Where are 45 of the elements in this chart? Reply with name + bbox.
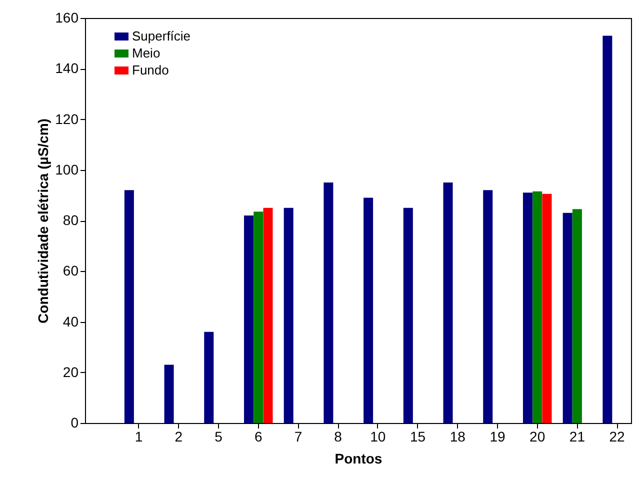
y-tick-label: 40	[62, 313, 79, 330]
bar	[364, 198, 374, 423]
x-tick-label: 18	[450, 428, 466, 444]
x-tick-label: 20	[530, 428, 546, 444]
y-tick-label: 80	[62, 212, 79, 228]
bar	[204, 332, 214, 423]
x-tick-label: 8	[334, 428, 342, 444]
y-tick-label: 20	[62, 364, 79, 380]
bar	[532, 191, 542, 423]
x-tick-label: 10	[370, 428, 386, 444]
bar	[324, 182, 334, 423]
x-axis-title: Pontos	[334, 450, 382, 466]
x-tick-label: 1	[134, 428, 143, 444]
x-tick-label: 6	[254, 428, 262, 444]
bar	[284, 208, 294, 423]
bar	[403, 208, 413, 423]
legend-label: Superfície	[132, 28, 191, 44]
x-tick-label: 22	[609, 428, 626, 444]
bar	[244, 215, 254, 423]
y-tick-label: 160	[55, 10, 79, 26]
y-tick-label: 120	[55, 110, 79, 127]
bar	[164, 364, 174, 423]
x-tick-label: 15	[410, 428, 426, 444]
y-tick-label: 100	[55, 161, 79, 178]
bar	[542, 194, 552, 423]
x-tick-label: 7	[294, 428, 302, 444]
y-axis-title: Condutividade elétrica (µS/cm)	[35, 118, 52, 324]
x-tick-label: 2	[174, 428, 183, 444]
bar	[562, 212, 572, 423]
bar	[572, 209, 582, 423]
bar	[254, 212, 264, 423]
bar	[443, 182, 453, 423]
bar	[124, 190, 134, 423]
legend-label: Fundo	[132, 62, 169, 78]
y-tick-label: 140	[55, 60, 79, 76]
y-tick-label: 60	[62, 262, 79, 279]
x-tick-label: 21	[569, 428, 586, 444]
bar	[263, 208, 273, 423]
x-tick-label: 19	[490, 428, 506, 444]
x-tick-label: 5	[214, 428, 223, 444]
bar	[602, 36, 612, 423]
legend-label: Meio	[132, 46, 160, 60]
bar	[483, 190, 493, 423]
bar	[522, 192, 532, 423]
y-tick-label: 0	[70, 414, 79, 430]
